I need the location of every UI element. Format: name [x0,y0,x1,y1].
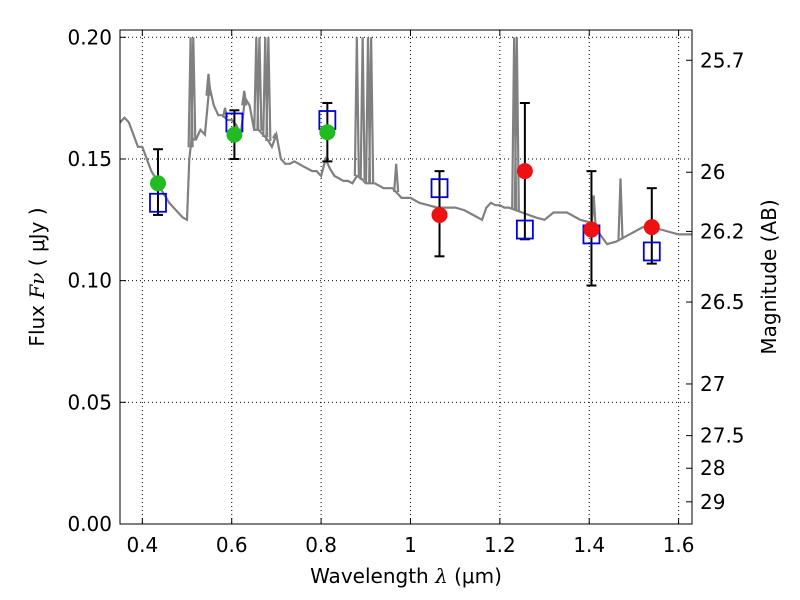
flux-point-circle [226,126,243,143]
x-tick-label: 1.2 [484,533,516,557]
spectrum-emission-spike [393,163,400,193]
y-tick-label: 0.15 [67,147,112,171]
spectrum-emission-spike [617,178,624,240]
magnitude-tick-label: 27.5 [700,424,745,448]
x-tick-label: 0.8 [305,533,337,557]
flux-point-circle [149,175,166,192]
model-band-square [430,178,449,199]
model-band-square [515,219,534,240]
y-axis-title: Flux Fν ( μJy ) [25,207,49,346]
y-tick-label: 0.10 [67,269,112,293]
magnitude-tick-label: 26 [700,160,725,184]
x-tick-label: 0.4 [126,533,158,557]
magnitude-tick-label: 27 [700,372,725,396]
y-tick-label: 0.20 [67,25,112,49]
magnitude-axis-ticks: 25.7 26 26.2 26.5 27 27.5 28 29 [686,48,745,514]
magnitude-tick-label: 28 [700,456,725,480]
model-band-square [642,241,661,262]
y-tick-label: 0.00 [67,512,112,536]
spectrum-emission-spike [513,37,520,211]
magnitude-tick-label: 25.7 [700,48,745,72]
observed-flux-points [149,124,660,238]
magnitude-tick-label: 26.5 [700,290,745,314]
plot-area [120,37,692,287]
x-axis-title: Wavelength λ (μm) [310,564,502,588]
magnitude-axis-title: Magnitude (AB) [757,199,781,354]
spectrum-emission-spike [256,37,263,131]
y-axis-title-prefix: Flux [25,299,49,347]
flux-point-circle [516,163,533,180]
spectrum-spikes [187,37,624,240]
flux-point-circle [643,219,660,236]
spectrum-emission-spike [265,37,272,141]
x-tick-label: 1 [404,533,417,557]
x-axis-title-suffix: (μm) [448,564,502,588]
y-axis-ticks: 0.00 0.05 0.10 0.15 0.20 [67,25,126,536]
spectrum-emission-spike [353,37,360,177]
y-tick-label: 0.05 [67,390,112,414]
x-axis-title-symbol: λ [434,564,448,588]
x-axis-ticks: 0.4 0.6 0.8 1 1.2 1.4 1.6 [126,30,695,557]
magnitude-tick-label: 29 [700,490,725,514]
model-band-square [149,192,167,213]
model-spectrum-line [120,85,692,246]
x-tick-label: 0.6 [216,533,248,557]
grid-lines [120,30,692,524]
flux-point-circle [583,221,600,238]
flux-point-circle [319,124,336,141]
spectrum-emission-spike [205,73,212,96]
spectrum-emission-spike [190,37,197,140]
spectrum-emission-spike [241,90,248,106]
flux-point-circle [431,206,448,223]
spectrum-emission-spike [272,132,279,139]
x-tick-label: 1.6 [663,533,695,557]
y-axis-title-suffix: ( μJy ) [25,207,49,272]
x-tick-label: 1.4 [573,533,605,557]
y-axis-title-symbol: Fν [25,273,49,300]
x-axis-title-prefix: Wavelength [310,564,435,588]
spectrum-emission-spike [359,37,366,180]
axes-frame [119,29,693,525]
spectrum-emission-spike [368,37,375,184]
model-band-squares [149,110,661,262]
magnitude-tick-label: 26.2 [700,219,745,243]
